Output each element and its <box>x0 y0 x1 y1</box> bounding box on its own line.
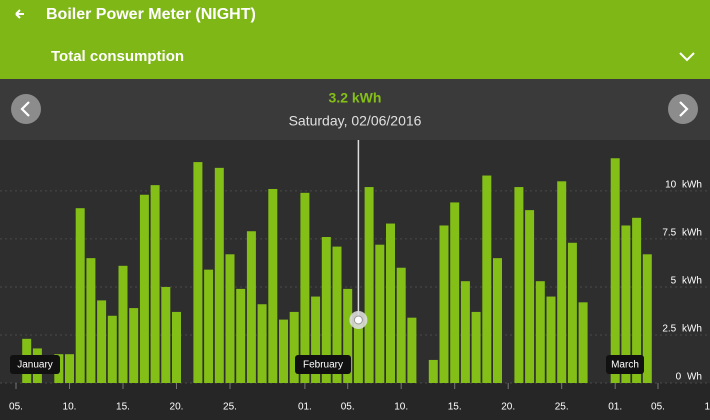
x-tick-label: 10. <box>63 402 77 413</box>
bar <box>321 237 331 383</box>
header-bar <box>0 0 710 79</box>
x-tick-label: 25. <box>555 402 569 413</box>
month-label: January <box>17 360 53 371</box>
bar <box>279 319 288 383</box>
bar <box>514 187 524 383</box>
bar <box>332 246 342 383</box>
bar <box>482 175 492 383</box>
next-button[interactable] <box>668 94 698 124</box>
bar <box>150 185 160 383</box>
bar <box>107 315 117 383</box>
bar <box>257 304 267 383</box>
bar <box>386 223 395 383</box>
back-button[interactable] <box>15 9 24 19</box>
bar <box>204 269 214 383</box>
section-title: Total consumption <box>51 48 184 65</box>
bar <box>546 296 556 383</box>
x-tick-label: 10. <box>705 402 710 413</box>
summary-value: 3.2 kWh <box>329 90 382 106</box>
bar <box>450 202 460 383</box>
month-badge <box>295 355 351 374</box>
bar <box>289 311 299 383</box>
bar <box>311 296 321 383</box>
x-tick-label: 05. <box>341 402 355 413</box>
bar <box>97 300 107 383</box>
bar <box>557 181 567 383</box>
x-tick-label: 20. <box>501 402 515 413</box>
bar <box>118 265 128 383</box>
bar <box>75 208 85 383</box>
page-title: Boiler Power Meter (NIGHT) <box>46 6 256 23</box>
bar <box>567 242 577 383</box>
bar <box>493 258 502 383</box>
summary-panel <box>0 79 710 140</box>
bar <box>161 286 171 383</box>
bar <box>214 167 224 383</box>
bar <box>535 281 545 383</box>
bar <box>65 354 74 383</box>
bar <box>139 194 149 383</box>
bar <box>246 231 256 383</box>
x-tick-label: 15. <box>448 402 462 413</box>
summary-date: Saturday, 02/06/2016 <box>289 113 422 129</box>
bar <box>225 254 235 383</box>
x-tick-label: 20. <box>170 402 184 413</box>
bar <box>428 359 438 383</box>
x-tick-label: 15. <box>116 402 130 413</box>
month-badge <box>606 355 644 374</box>
bar <box>86 258 96 383</box>
bar <box>642 254 652 383</box>
prev-button[interactable] <box>11 94 41 124</box>
bar <box>578 302 588 383</box>
x-tick-label: 01. <box>298 402 312 413</box>
y-tick-label: 2.5 kWh <box>662 324 702 335</box>
bar <box>460 281 470 383</box>
month-badge <box>10 355 60 374</box>
bar <box>193 162 203 383</box>
bar <box>439 225 449 383</box>
bar <box>236 288 246 383</box>
y-tick-label: 0 Wh <box>676 372 702 383</box>
expand-chevron[interactable] <box>679 52 695 62</box>
bar <box>364 187 374 383</box>
y-tick-label: 10 kWh <box>665 180 702 191</box>
y-tick-label: 7.5 kWh <box>662 228 702 239</box>
x-tick-label: 10. <box>394 402 408 413</box>
bar <box>471 311 481 383</box>
bar <box>172 311 181 383</box>
bar <box>621 225 631 383</box>
bar <box>375 244 385 383</box>
month-label: March <box>611 360 639 371</box>
bar <box>343 288 353 383</box>
bar <box>632 217 642 383</box>
x-tick-label: 05. <box>651 402 665 413</box>
month-label: February <box>303 360 343 371</box>
x-tick-label: 25. <box>223 402 237 413</box>
y-tick-label: 5 kWh <box>671 276 702 287</box>
bar <box>525 210 535 383</box>
x-tick-label: 05. <box>9 402 23 413</box>
bar <box>407 317 417 383</box>
x-tick-label: 01. <box>608 402 622 413</box>
bar <box>268 188 278 383</box>
selection-handle-core <box>353 315 363 325</box>
bar <box>353 321 363 383</box>
bar <box>129 308 139 383</box>
bar <box>300 192 310 383</box>
bar <box>396 267 406 383</box>
bar <box>610 158 620 383</box>
x-axis-strip <box>0 383 710 420</box>
